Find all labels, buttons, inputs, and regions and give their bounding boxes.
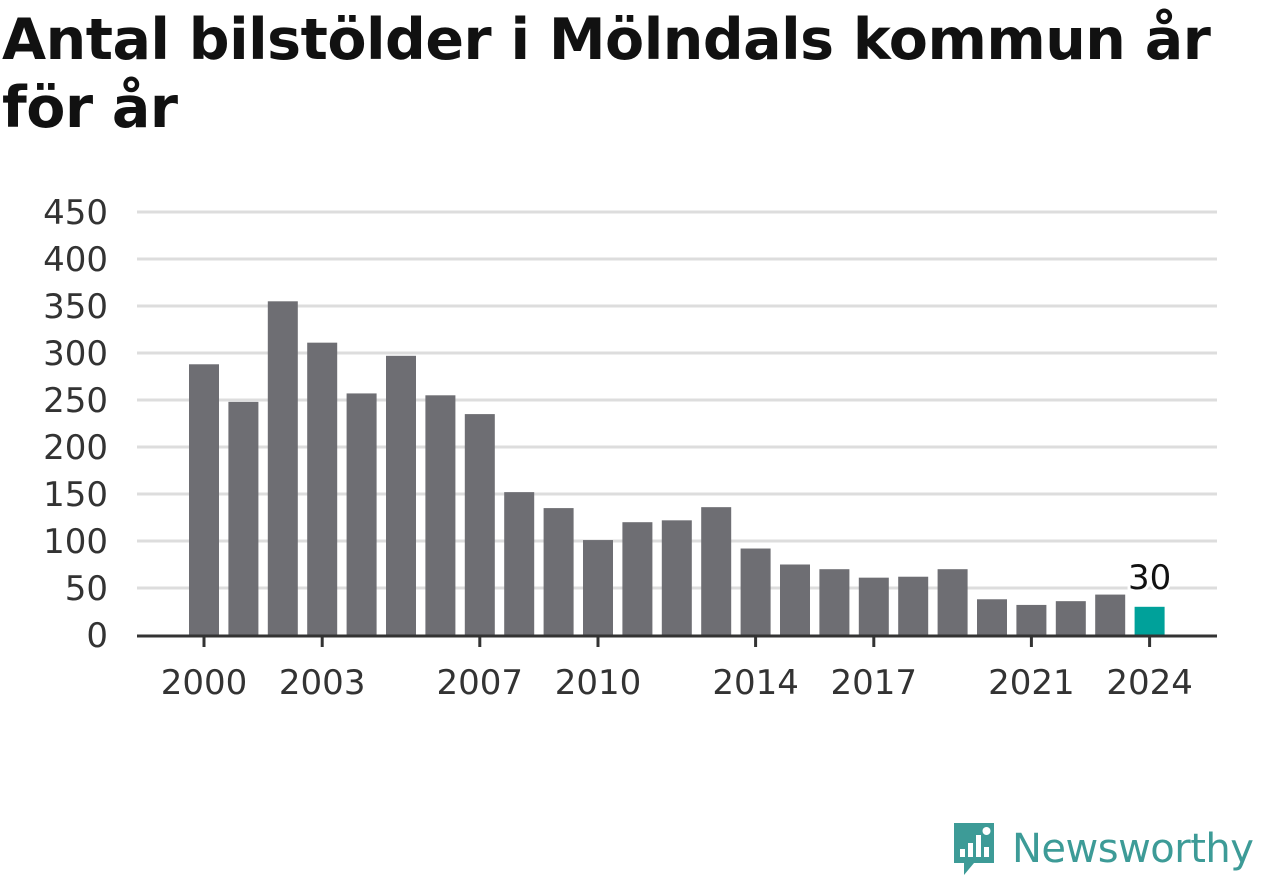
y-tick-label: 200 [43,428,108,468]
bar [386,355,416,635]
bar [1055,601,1086,635]
bar [504,492,535,635]
data-labels: 30 [1125,555,1174,601]
bar [425,395,456,635]
bar [898,576,929,635]
bar [622,522,653,635]
bars [189,301,1165,635]
x-tick-label: 2024 [1106,663,1193,703]
highlight-data-label: 30 [1128,558,1171,598]
bar [977,599,1007,635]
bar [1134,606,1165,635]
bar [267,301,298,635]
bar [583,540,613,635]
bar [346,393,377,635]
chart-title: Antal bilstölder i Mölndals kommun år fö… [2,7,1211,141]
bar [543,508,574,635]
x-tick-label: 2003 [279,663,366,703]
bar [858,577,889,635]
y-tick-label: 350 [43,287,108,327]
x-tick-label: 2007 [437,663,524,703]
bar [937,569,968,635]
y-tick-label: 400 [43,240,108,280]
bar [780,564,810,635]
bar [1095,594,1126,635]
y-tick-label: 100 [43,522,108,562]
y-tick-label: 150 [43,475,108,515]
x-axis: 2000 2003 2007 2010 2014 2017 2021 2024 [137,634,1217,703]
bar [661,520,692,635]
bar [740,548,771,635]
x-tick-label: 2021 [988,663,1075,703]
bar [701,507,732,635]
y-tick-label: 250 [43,381,108,421]
bar [464,414,495,635]
y-tick-label: 50 [65,569,108,609]
y-tick-label: 450 [43,193,108,233]
bar [307,342,338,635]
bar [189,364,219,635]
bar [819,569,850,635]
y-tick-label: 0 [86,616,108,656]
bar-chart: 0 50 100 150 200 250 300 350 400 450 2000 2003 2007… [43,193,1217,703]
y-axis-ticks: 0 50 100 150 200 250 300 350 400 450 [43,193,108,656]
brand-name: Newsworthy [1012,826,1254,872]
newsworthy-brand: Newsworthy [950,818,1254,880]
bar [1016,604,1047,635]
x-tick-label: 2017 [831,663,918,703]
newsworthy-logo-icon [954,823,994,875]
x-tick-label: 2000 [161,663,248,703]
bar [228,401,259,635]
x-tick-label: 2010 [555,663,642,703]
y-tick-label: 300 [43,334,108,374]
x-tick-label: 2014 [712,663,799,703]
